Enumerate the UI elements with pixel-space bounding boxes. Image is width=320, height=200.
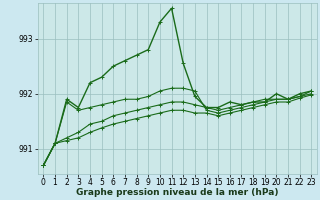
X-axis label: Graphe pression niveau de la mer (hPa): Graphe pression niveau de la mer (hPa) (76, 188, 279, 197)
